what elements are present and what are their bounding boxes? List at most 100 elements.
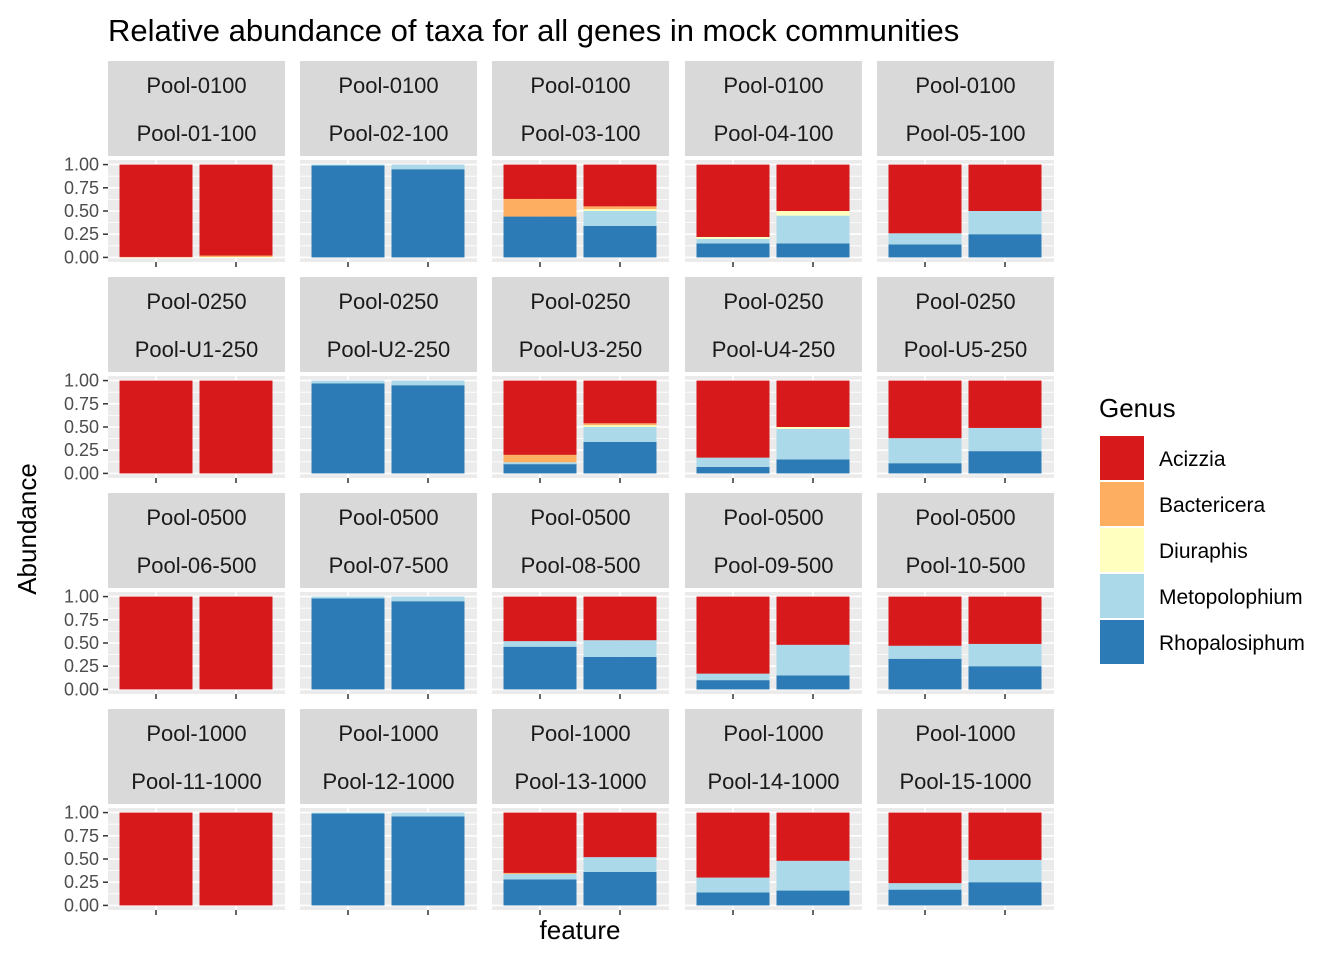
y-tick-label: 1.00 (64, 587, 99, 607)
bar-segment (311, 598, 385, 690)
bar-segment (503, 646, 577, 690)
facet-row-label: Pool-1000 (723, 721, 823, 746)
legend-key (1100, 436, 1144, 480)
bar-segment (776, 812, 850, 861)
facet-col-label: Pool-03-100 (521, 121, 641, 146)
bar-segment (199, 812, 273, 906)
bar-segment (583, 380, 657, 424)
bar-segment (776, 890, 850, 906)
bar-segment (776, 243, 850, 258)
bar-segment (776, 596, 850, 645)
legend-key (1100, 528, 1144, 572)
bar-segment (968, 164, 1042, 211)
facet-col-label: Pool-12-1000 (322, 769, 454, 794)
bar-segment (503, 198, 577, 217)
bar-segment (391, 601, 465, 690)
facet-strip (108, 277, 285, 372)
bar-segment (696, 380, 770, 458)
bar-segment (968, 211, 1042, 235)
bar-segment (968, 882, 1042, 906)
y-tick-label: 0.00 (64, 463, 99, 483)
y-tick-label: 0.25 (64, 224, 99, 244)
facet-strip (685, 709, 862, 804)
facet-strip (300, 277, 477, 372)
facet-row-label: Pool-0250 (146, 289, 246, 314)
bar-segment (119, 256, 193, 258)
y-tick-label: 0.00 (64, 895, 99, 915)
bar-segment (696, 466, 770, 474)
bar-segment (776, 211, 850, 216)
facet-col-label: Pool-14-1000 (707, 769, 839, 794)
bar-segment (888, 244, 962, 258)
bar-segment (888, 380, 962, 439)
bar-segment (583, 211, 657, 226)
bar-segment (888, 658, 962, 690)
bar-segment (583, 656, 657, 690)
facet-col-label: Pool-06-500 (137, 553, 257, 578)
bar-segment (776, 427, 850, 429)
bar-segment (503, 872, 577, 874)
bar-segment (311, 164, 385, 166)
facet-strip (492, 709, 669, 804)
facet-row-label: Pool-0500 (338, 505, 438, 530)
legend-key (1100, 482, 1144, 526)
bar-segment (311, 596, 385, 599)
y-tick-label: 0.50 (64, 417, 99, 437)
facet-strip (108, 493, 285, 588)
bar-segment (199, 596, 273, 690)
bar-segment (776, 644, 850, 676)
bar-segment (968, 380, 1042, 428)
bar-segment (583, 427, 657, 442)
legend-title: Genus (1099, 393, 1176, 423)
bar-segment (776, 860, 850, 891)
bar-segment (311, 813, 385, 906)
facet-panel: Pool-0100 Pool-03-100 (492, 61, 669, 267)
facet-row-label: Pool-0100 (146, 73, 246, 98)
bar-segment (583, 209, 657, 211)
legend: Genus Acizzia Bactericera Diuraphis Metopol… (1099, 393, 1305, 664)
facet-panel: Pool-0500 Pool-09-500 (685, 493, 862, 699)
bar-segment (776, 164, 850, 211)
bar-segment (311, 383, 385, 474)
bar-segment (583, 596, 657, 641)
bar-segment (119, 380, 193, 474)
bar-segment (503, 454, 577, 463)
bar-segment (391, 816, 465, 906)
facet-strip (877, 277, 1054, 372)
facet-col-label: Pool-U2-250 (327, 337, 451, 362)
bar-segment (503, 596, 577, 642)
facet-col-label: Pool-10-500 (906, 553, 1026, 578)
bar-segment (888, 645, 962, 659)
facet-row-label: Pool-0250 (530, 289, 630, 314)
legend-label: Rhopalosiphum (1159, 632, 1305, 655)
y-tick-label: 1.00 (64, 371, 99, 391)
facet-panel: Pool-0250 Pool-U4-250 (685, 277, 862, 483)
facet-col-label: Pool-02-100 (329, 121, 449, 146)
facet-panel: Pool-0250 Pool-U2-250 (300, 277, 477, 483)
bar-segment (503, 873, 577, 880)
facet-strip (108, 709, 285, 804)
facet-panel: Pool-0500 Pool-07-500 (300, 493, 477, 699)
legend-label: Acizzia (1159, 448, 1226, 471)
bar-segment (391, 380, 465, 386)
facet-row-label: Pool-0100 (915, 73, 1015, 98)
legend-key (1100, 620, 1144, 664)
facet-panel: Pool-0500 Pool-10-500 (877, 493, 1054, 699)
facet-row-label: Pool-0500 (146, 505, 246, 530)
bar-segment (583, 812, 657, 858)
bar-segment (776, 380, 850, 427)
facet-col-label: Pool-04-100 (714, 121, 834, 146)
bar-segment (583, 640, 657, 657)
y-tick-label: 0.50 (64, 201, 99, 221)
facet-panel: Pool-1000 Pool-12-1000 (300, 709, 477, 915)
bar-segment (888, 596, 962, 646)
bar-segment (503, 879, 577, 906)
bar-segment (968, 666, 1042, 690)
bar-segment (583, 423, 657, 426)
facet-panel: Pool-0500 Pool-08-500 (492, 493, 669, 699)
facet-col-label: Pool-13-1000 (514, 769, 646, 794)
facet-row-label: Pool-1000 (146, 721, 246, 746)
bar-segment (199, 380, 273, 474)
bar-segment (888, 463, 962, 474)
